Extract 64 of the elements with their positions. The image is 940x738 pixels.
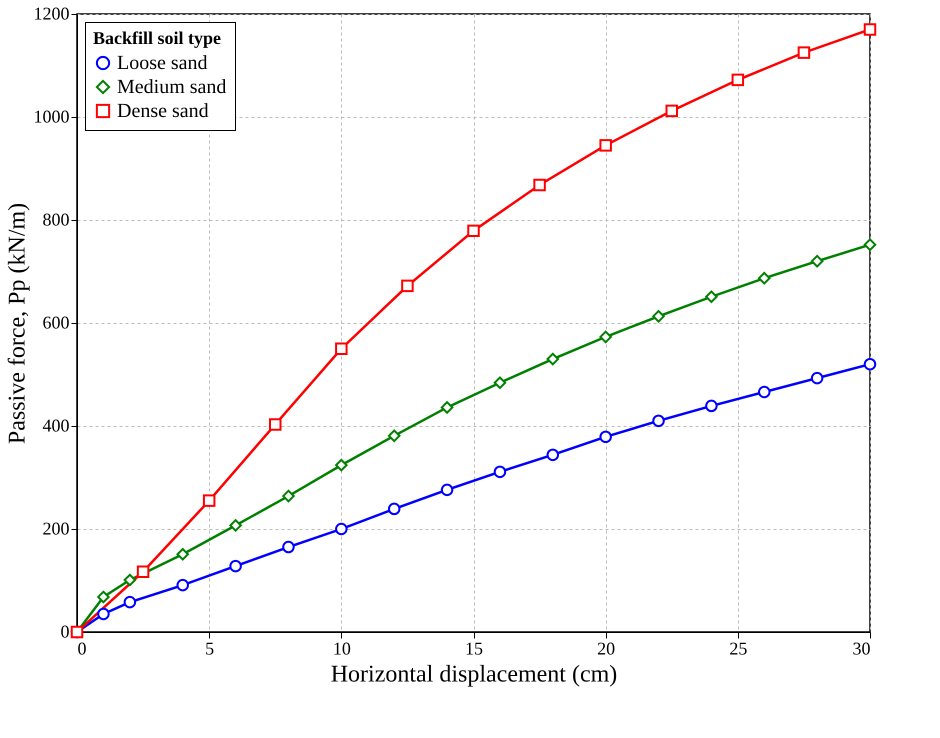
point	[176, 548, 189, 560]
x-axis-title: Horizontal displacement (cm)	[330, 662, 618, 688]
point	[269, 418, 282, 431]
y-axis-title: Passive force, Pp (kN/m)	[4, 202, 30, 444]
y-tick-label: 400	[42, 416, 70, 436]
point	[494, 466, 506, 478]
point	[401, 280, 414, 292]
y-tick-label: 600	[42, 312, 70, 332]
x-tick-label: 10	[332, 638, 351, 658]
point	[97, 608, 110, 620]
x-tick-label: 20	[597, 638, 616, 658]
x-tick-label: 5	[205, 638, 214, 658]
point	[97, 590, 110, 604]
y-tick-label: 1200	[34, 4, 70, 24]
point	[810, 254, 824, 268]
point	[599, 139, 612, 152]
legend-label: Medium sand	[117, 76, 226, 98]
x-tick-label: 30	[852, 638, 870, 658]
x-tick-label: 15	[465, 638, 483, 658]
y-tick-label: 800	[42, 210, 70, 230]
point	[652, 414, 665, 428]
point	[229, 560, 242, 572]
point	[494, 376, 506, 389]
point	[388, 430, 400, 442]
point	[335, 522, 348, 536]
point	[546, 448, 560, 462]
point	[652, 310, 665, 323]
x-tick-label: 0	[78, 638, 86, 658]
point	[758, 272, 771, 284]
legend-label: Dense sand	[117, 100, 209, 122]
point	[440, 484, 454, 496]
point	[758, 386, 771, 398]
point	[335, 342, 348, 355]
point	[705, 290, 718, 303]
point	[440, 401, 454, 414]
point	[335, 458, 348, 472]
y-tick-label: 1000	[34, 106, 70, 126]
y-tick-label: 0	[60, 622, 70, 642]
legend-title: Backfill soil type	[93, 28, 222, 48]
point	[546, 352, 560, 366]
point	[798, 46, 810, 59]
point	[810, 372, 824, 384]
point	[124, 574, 136, 586]
point	[467, 224, 480, 238]
point	[229, 519, 242, 532]
point	[136, 566, 150, 578]
point	[282, 540, 295, 554]
point	[864, 238, 876, 251]
point	[599, 330, 612, 344]
point	[732, 74, 744, 86]
point	[533, 178, 546, 192]
point	[388, 502, 400, 516]
point	[864, 358, 876, 370]
point	[202, 494, 216, 507]
point	[864, 23, 876, 36]
point	[599, 430, 612, 444]
point	[705, 400, 718, 412]
point	[666, 104, 678, 118]
legend-label: Loose sand	[117, 52, 208, 74]
point	[282, 490, 295, 502]
point	[176, 578, 189, 592]
y-tick-label: 200	[42, 518, 70, 538]
point	[124, 596, 136, 608]
x-tick-label: 25	[729, 638, 748, 658]
